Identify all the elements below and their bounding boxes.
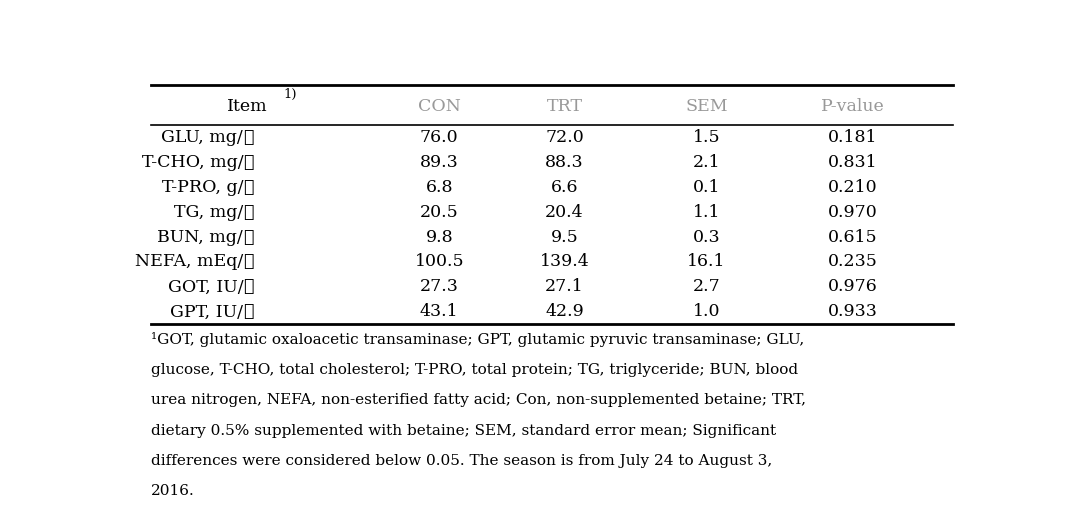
Text: ℓ: ℓ [243,304,253,320]
Text: 89.3: 89.3 [420,154,459,170]
Text: 0.615: 0.615 [827,228,878,246]
Text: ℓ: ℓ [243,154,253,170]
Text: ℓ: ℓ [243,129,253,146]
Text: P-value: P-value [821,98,884,115]
Text: ℓ: ℓ [243,278,253,296]
Text: 9.8: 9.8 [425,228,453,246]
Text: 1.1: 1.1 [693,204,721,220]
Text: 0.181: 0.181 [828,129,877,146]
Text: TRT: TRT [546,98,583,115]
Text: 2016.: 2016. [151,484,195,498]
Text: 20.5: 20.5 [420,204,459,220]
Text: 2.1: 2.1 [693,154,721,170]
Text: GOT, IU/: GOT, IU/ [168,278,243,296]
Text: 88.3: 88.3 [545,154,584,170]
Text: 9.5: 9.5 [550,228,578,246]
Text: dietary 0.5% supplemented with betaine; SEM, standard error mean; Significant: dietary 0.5% supplemented with betaine; … [151,423,777,438]
Text: BUN, mg/: BUN, mg/ [157,228,243,246]
Text: 0.831: 0.831 [827,154,878,170]
Text: NEFA, mEq/: NEFA, mEq/ [135,254,243,270]
Text: GPT, IU/: GPT, IU/ [170,304,243,320]
Text: 27.1: 27.1 [545,278,584,296]
Text: ℓ: ℓ [243,204,253,220]
Text: 42.9: 42.9 [545,304,584,320]
Text: 0.210: 0.210 [827,179,878,196]
Text: urea nitrogen, NEFA, non-esterified fatty acid; Con, non-supplemented betaine; T: urea nitrogen, NEFA, non-esterified fatt… [151,393,807,407]
Text: 1.5: 1.5 [693,129,721,146]
Text: ℓ: ℓ [243,179,253,196]
Text: T-PRO, g/: T-PRO, g/ [162,179,243,196]
Text: 27.3: 27.3 [420,278,459,296]
Text: 0.970: 0.970 [827,204,878,220]
Text: 1): 1) [283,88,296,101]
Text: ¹GOT, glutamic oxaloacetic transaminase; GPT, glutamic pyruvic transaminase; GLU: ¹GOT, glutamic oxaloacetic transaminase;… [151,332,805,348]
Text: CON: CON [418,98,461,115]
Text: 16.1: 16.1 [687,254,726,270]
Text: 0.235: 0.235 [827,254,878,270]
Text: 76.0: 76.0 [420,129,459,146]
Text: 0.976: 0.976 [827,278,878,296]
Text: ℓ: ℓ [243,228,253,246]
Text: 139.4: 139.4 [540,254,589,270]
Text: 2.7: 2.7 [693,278,721,296]
Text: TG, mg/: TG, mg/ [173,204,243,220]
Text: 43.1: 43.1 [420,304,459,320]
Text: 0.1: 0.1 [693,179,721,196]
Text: 100.5: 100.5 [415,254,464,270]
Text: T-CHO, mg/: T-CHO, mg/ [141,154,243,170]
Text: glucose, T-CHO, total cholesterol; T-PRO, total protein; TG, triglyceride; BUN, : glucose, T-CHO, total cholesterol; T-PRO… [151,363,798,377]
Text: 6.8: 6.8 [425,179,453,196]
Text: Item: Item [227,98,267,115]
Text: ℓ: ℓ [243,254,253,270]
Text: 6.6: 6.6 [550,179,578,196]
Text: differences were considered below 0.05. The season is from July 24 to August 3,: differences were considered below 0.05. … [151,454,772,468]
Text: 1.0: 1.0 [693,304,721,320]
Text: 20.4: 20.4 [545,204,584,220]
Text: 0.933: 0.933 [827,304,878,320]
Text: GLU, mg/: GLU, mg/ [162,129,243,146]
Text: SEM: SEM [685,98,728,115]
Text: 0.3: 0.3 [693,228,721,246]
Text: 72.0: 72.0 [545,129,584,146]
